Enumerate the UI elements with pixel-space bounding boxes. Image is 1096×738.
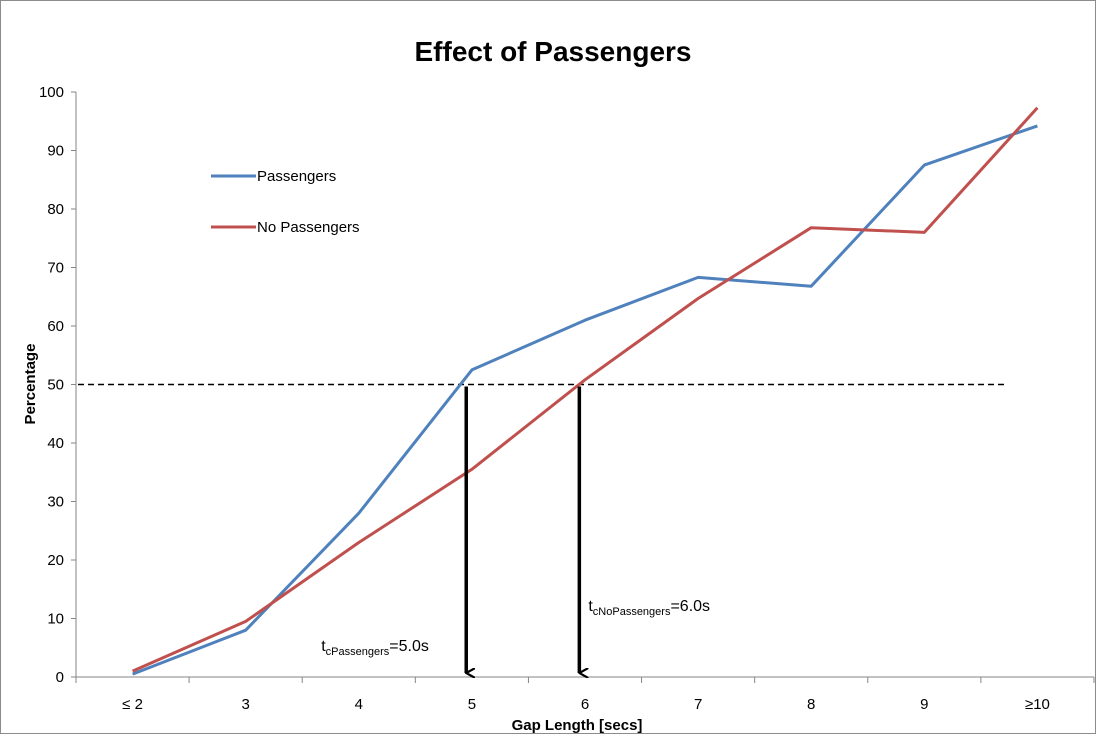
x-tick-label: ≥10 — [1025, 696, 1050, 713]
x-tick-label: 9 — [920, 696, 928, 713]
annotation-label: tcPassengers=5.0s — [321, 638, 429, 658]
legend-label: Passengers — [257, 168, 336, 185]
x-tick-label: 7 — [694, 696, 702, 713]
annotation-layer: tcPassengers=5.0s tcNoPassengers=6.0s — [321, 386, 710, 674]
x-tick-label: 4 — [355, 696, 363, 713]
x-tick-label: 8 — [807, 696, 815, 713]
series-layer — [131, 106, 1039, 676]
y-tick-label: 100 — [39, 84, 64, 101]
y-tick-label: 30 — [47, 494, 64, 511]
y-tick-label: 0 — [56, 669, 64, 686]
legend: Passengers No Passengers — [211, 168, 360, 236]
y-tick-label: 10 — [47, 611, 64, 628]
y-tick-label: 80 — [47, 201, 64, 218]
y-tick-label: 40 — [47, 435, 64, 452]
y-tick-label: 60 — [47, 318, 64, 335]
series-line-2 — [131, 106, 1039, 673]
y-tick-label: 70 — [47, 260, 64, 277]
y-tick-label: 50 — [47, 377, 64, 394]
y-axis-label: Percentage — [22, 344, 39, 425]
x-tick-label: 3 — [241, 696, 249, 713]
series-line-1 — [132, 124, 1038, 676]
x-tick-label: 6 — [581, 696, 589, 713]
x-axis-ticks: ≤ 2 3 4 5 6 7 8 9 ≥10 — [75, 677, 1095, 713]
annotation-label: tcNoPassengers=6.0s — [588, 598, 710, 618]
x-axis-label: Gap Length [secs] — [512, 717, 643, 733]
y-axis-ticks: 0 10 20 30 40 50 60 70 80 90 100 — [39, 84, 76, 686]
x-tick-label: 5 — [468, 696, 476, 713]
y-tick-label: 90 — [47, 143, 64, 160]
x-tick-label: ≤ 2 — [122, 696, 143, 713]
chart-title: Effect of Passengers — [415, 36, 692, 67]
y-tick-label: 20 — [47, 552, 64, 569]
legend-label: No Passengers — [257, 219, 360, 236]
